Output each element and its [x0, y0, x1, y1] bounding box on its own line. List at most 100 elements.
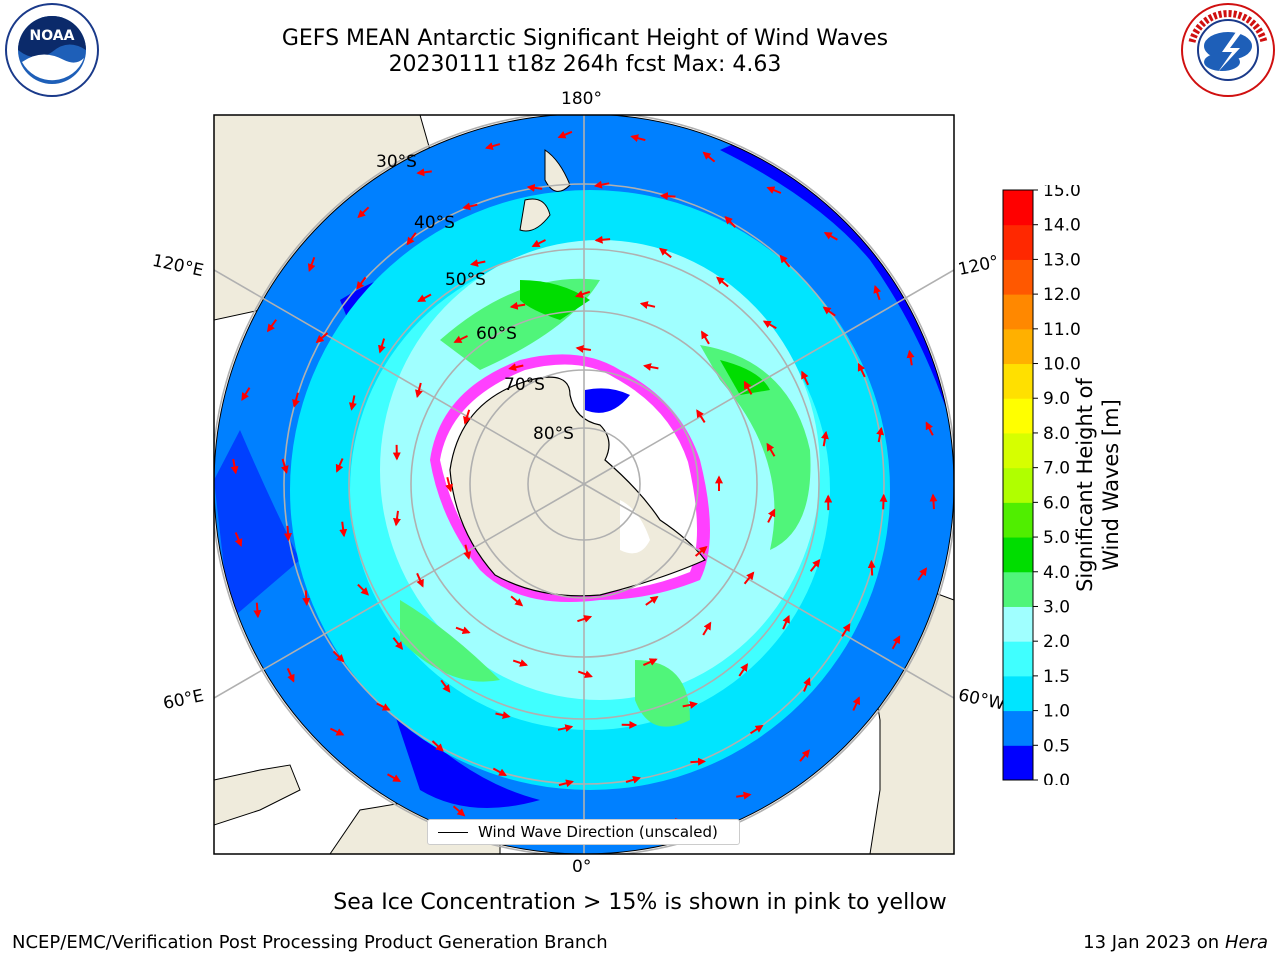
nws-logo	[1181, 3, 1275, 97]
wave-direction-arrow	[531, 239, 546, 248]
colorbar-tick-label: 14.0	[1043, 216, 1081, 236]
colorbar-tick-label: 12.0	[1043, 285, 1081, 305]
wave-direction-arrow	[234, 532, 243, 547]
ross-ice-shelf	[620, 500, 650, 554]
wave-direction-arrow	[512, 659, 529, 667]
colorbar-segment	[1003, 606, 1033, 642]
wave-direction-arrow	[253, 602, 262, 619]
wave-direction-arrow	[356, 276, 367, 290]
band-4m-e	[720, 360, 770, 395]
colorbar-segment	[1003, 224, 1033, 260]
wave-direction-arrow	[876, 426, 885, 443]
wave-direction-arrow	[376, 702, 391, 711]
colorbar-tick-label: 3.0	[1043, 597, 1070, 617]
wave-direction-arrow	[716, 276, 729, 288]
wave-direction-arrow	[743, 380, 753, 395]
colorbar-tick-label: 10.0	[1043, 355, 1081, 375]
colorbar-label: Significant Height of Wind Waves [m]	[1073, 378, 1123, 592]
wave-direction-arrow	[462, 202, 478, 211]
wave-direction-arrow	[809, 558, 821, 572]
wave-direction-arrow	[339, 521, 348, 538]
svg-text:NOAA: NOAA	[30, 28, 75, 44]
wave-direction-arrow	[694, 545, 708, 557]
weddell-sea	[585, 388, 630, 413]
footer-credit: NCEP/EMC/Verification Post Processing Pr…	[12, 932, 608, 953]
noaa-logo: NOAA	[5, 3, 99, 97]
wave-direction-arrow	[696, 409, 706, 423]
wave-direction-arrow	[495, 711, 511, 720]
colorbar-segment	[1003, 328, 1033, 365]
footer-date-text: 13 Jan 2023 on	[1083, 932, 1220, 953]
wave-direction-arrow	[852, 696, 861, 711]
wave-direction-arrow	[378, 338, 386, 354]
wave-direction-arrow	[801, 370, 810, 386]
wave-direction-arrow	[799, 749, 810, 762]
wave-direction-arrow	[387, 773, 402, 782]
footer-date: 13 Jan 2023 on Hera	[1083, 932, 1268, 953]
wave-direction-arrow	[762, 320, 777, 330]
wave-direction-arrow	[241, 387, 251, 401]
colorbar-segment	[1003, 363, 1033, 399]
colorbar-segment	[1003, 467, 1033, 503]
wave-direction-arrow	[357, 583, 370, 596]
map-frame	[213, 114, 955, 855]
wave-direction-arrow	[577, 670, 593, 678]
wave-direction-arrow	[803, 677, 811, 692]
colorbar-tick-label: 13.0	[1043, 250, 1081, 270]
wave-direction-arrow	[393, 510, 401, 527]
lat-label-60s: 60°S	[476, 324, 517, 344]
wave-direction-arrow	[682, 701, 698, 709]
lat-label-30s: 30°S	[376, 152, 417, 172]
lat-label-80s: 80°S	[533, 424, 574, 444]
wave-direction-arrow	[925, 421, 934, 436]
wave-direction-arrow	[431, 740, 444, 752]
wave-direction-arrow	[779, 254, 791, 268]
madagascar-land	[214, 764, 301, 826]
wave-direction-arrow	[452, 805, 466, 817]
band-0m-sw	[390, 700, 540, 808]
colorbar-tick-label: 0.5	[1043, 736, 1070, 756]
legend-line	[438, 832, 468, 833]
wave-direction-arrow	[348, 395, 357, 411]
wave-direction-arrow	[867, 559, 876, 576]
colorbar-segment	[1003, 537, 1033, 573]
wave-direction-arrow	[557, 130, 573, 139]
wave-direction-arrow	[659, 192, 676, 201]
band-3m-e	[700, 345, 811, 550]
lon-label-top: 180°	[561, 89, 602, 109]
meridians	[214, 115, 954, 854]
wave-direction-arrow	[891, 635, 901, 650]
wave-direction-arrow	[690, 757, 706, 766]
map-legend: Wind Wave Direction (unscaled)	[427, 819, 740, 845]
band-0m-w	[214, 430, 300, 620]
wave-direction-arrow	[749, 724, 764, 735]
wave-direction-arrow	[823, 232, 838, 241]
lat-label-40s: 40°S	[414, 213, 455, 233]
wave-direction-arrow	[724, 215, 737, 228]
legend-label: Wind Wave Direction (unscaled)	[478, 823, 718, 841]
wave-direction-arrow	[392, 637, 404, 650]
wave-direction-arrow	[302, 590, 311, 606]
colorbar-tick-label: 4.0	[1043, 563, 1070, 583]
wave-direction-arrow	[357, 206, 370, 219]
wave-direction-arrow	[906, 349, 915, 366]
wave-direction-arrow	[575, 344, 592, 353]
wave-direction-arrow	[702, 151, 716, 163]
wave-direction-arrow	[766, 442, 776, 457]
wave-direction-arrow	[510, 595, 524, 607]
wave-direction-arrow	[658, 247, 672, 259]
wave-direction-arrow	[841, 623, 851, 637]
wave-direction-arrow	[557, 724, 574, 733]
band-3m-sw	[400, 600, 500, 682]
wave-direction-arrow	[782, 614, 790, 630]
footer-machine: Hera	[1224, 932, 1268, 953]
colorbar-segment	[1003, 398, 1033, 434]
wave-direction-arrow	[645, 595, 659, 606]
sea-ice-note: Sea Ice Concentration > 15% is shown in …	[333, 890, 947, 915]
wave-direction-arrow	[463, 544, 472, 560]
wave-direction-arrow	[470, 259, 486, 267]
new-zealand-south	[519, 198, 551, 232]
wave-direction-arrow	[315, 332, 329, 344]
wave-direction-arrow	[415, 382, 423, 399]
